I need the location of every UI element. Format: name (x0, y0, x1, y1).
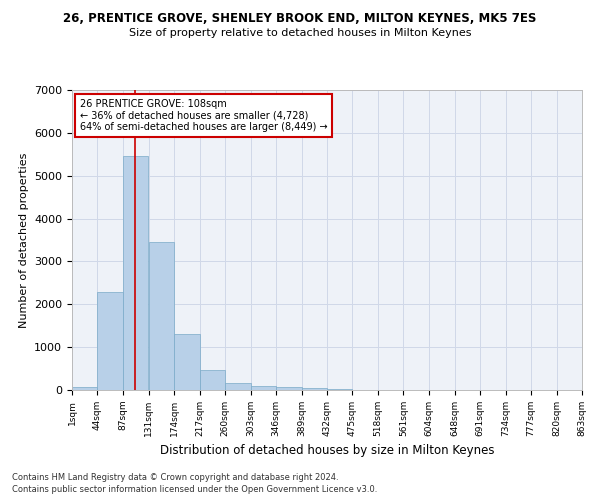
Text: 26, PRENTICE GROVE, SHENLEY BROOK END, MILTON KEYNES, MK5 7ES: 26, PRENTICE GROVE, SHENLEY BROOK END, M… (64, 12, 536, 26)
Bar (97, 292, 123, 390)
Text: Size of property relative to detached houses in Milton Keynes: Size of property relative to detached ho… (129, 28, 471, 38)
Text: Contains HM Land Registry data © Crown copyright and database right 2024.: Contains HM Land Registry data © Crown c… (12, 472, 338, 482)
X-axis label: Distribution of detached houses by size in Milton Keynes: Distribution of detached houses by size … (160, 444, 494, 458)
Bar (72, 386, 97, 390)
Bar (276, 387, 302, 390)
Bar (302, 388, 327, 390)
Bar (200, 370, 225, 390)
Bar (175, 334, 200, 390)
Bar (123, 156, 148, 390)
Bar (149, 242, 175, 390)
Bar (225, 384, 251, 390)
Y-axis label: Number of detached properties: Number of detached properties (19, 152, 29, 328)
Bar (251, 386, 276, 390)
Text: 26 PRENTICE GROVE: 108sqm
← 36% of detached houses are smaller (4,728)
64% of se: 26 PRENTICE GROVE: 108sqm ← 36% of detac… (80, 99, 327, 132)
Text: Contains public sector information licensed under the Open Government Licence v3: Contains public sector information licen… (12, 485, 377, 494)
